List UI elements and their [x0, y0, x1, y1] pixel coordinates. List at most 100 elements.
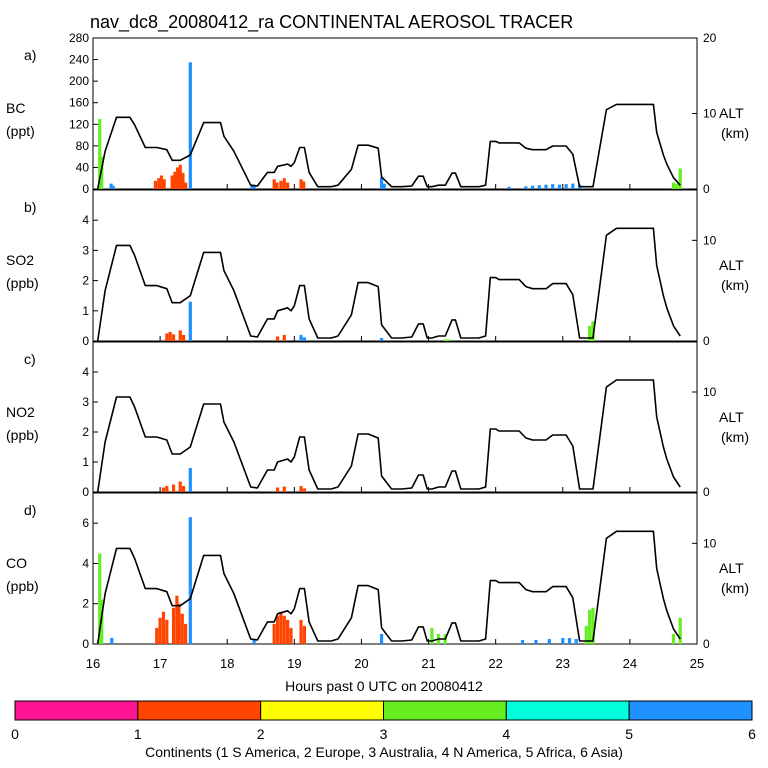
altitude-line — [96, 379, 681, 493]
colorbar-tick-label: 6 — [748, 726, 756, 742]
panel-no2: 0 1 2 3 4 0 10 c) NO2 (ppb) ALT (km) — [6, 341, 749, 499]
alt-tick-label: 10 — [703, 233, 717, 247]
tracer-bar — [564, 184, 568, 189]
y-tick-label: 3 — [82, 395, 89, 409]
y-tick-label: 120 — [69, 117, 89, 131]
alt-label: ALT — [719, 257, 744, 273]
panels: 0408012016020024028001020a)BC(ppt)ALT(km… — [6, 31, 749, 651]
alt-unit: (km) — [721, 125, 749, 141]
colorbar-label: Continents (1 S America, 2 Europe, 3 Aus… — [145, 744, 623, 760]
tracer-bar — [507, 186, 511, 189]
tracer-bar — [162, 179, 166, 189]
tracer-bar — [379, 337, 384, 341]
alt-tick-label: 10 — [703, 536, 717, 550]
colorbar-segment — [14, 700, 139, 721]
tracer-bar — [165, 333, 169, 341]
tracer-bar — [184, 182, 188, 189]
y-tick-label: 3 — [82, 243, 89, 257]
tracer-bar — [443, 339, 447, 341]
tracer-bar — [678, 617, 682, 644]
tracer-bar — [279, 180, 283, 189]
tracer-bar — [299, 179, 303, 189]
tracer-bar — [561, 637, 565, 644]
tracer-bar — [272, 623, 276, 644]
tracer-bar — [188, 62, 192, 190]
x-axis-label: Hours past 0 UTC on 20080412 — [285, 678, 483, 694]
tracer-bar — [534, 639, 538, 644]
tracer-bar — [382, 183, 386, 189]
tracer-bar — [530, 185, 535, 189]
tracer-bar — [155, 627, 159, 644]
colorbar-tick-label: 3 — [380, 726, 388, 742]
tracer-bar — [588, 609, 592, 644]
tracer-bar — [671, 633, 676, 644]
y-tick-label: 4 — [82, 213, 89, 227]
x-axis: 16 17 18 19 20 21 22 23 24 25 Hours past 0 UTC on… — [86, 656, 704, 694]
tracer-bar — [302, 181, 306, 189]
tracer-bar — [98, 553, 102, 644]
y-tick-label: 2 — [82, 425, 89, 439]
tracer-bar — [299, 486, 303, 492]
tracer-bar — [302, 337, 306, 341]
tracer-bar — [171, 334, 176, 341]
tracer-bar — [171, 607, 176, 644]
tracer-bar — [574, 638, 578, 644]
tracer-bar — [671, 182, 676, 189]
colorbar-segment — [628, 700, 753, 721]
alt-unit: (km) — [721, 580, 749, 596]
tracer-bar — [250, 185, 254, 189]
alt-tick-label: 10 — [703, 385, 717, 399]
alt-tick-label: 10 — [703, 107, 717, 121]
y-tick-label: 0 — [82, 637, 89, 651]
tracer-bar — [178, 164, 182, 189]
tracer-bar — [168, 331, 172, 341]
tracer-bar — [588, 325, 592, 341]
panel-variable: SO2 — [6, 252, 34, 268]
tracer-bar — [184, 623, 188, 644]
y-tick-label: 0 — [82, 485, 89, 499]
x-tick-label: 25 — [690, 656, 704, 671]
colorbar-tick-label: 4 — [502, 726, 510, 742]
tracer-bar — [547, 638, 551, 644]
tracer-bar — [571, 183, 575, 189]
tracer-bar — [275, 615, 280, 644]
colorbar-tick-label: 2 — [257, 726, 265, 742]
panel-co: 0 2 4 6 0 10 d) CO (ppb) ALT (km) — [6, 492, 749, 651]
tracer-bar — [544, 184, 548, 189]
panel-variable: CO — [6, 555, 27, 571]
tracer-bar — [161, 487, 166, 492]
plot-frame — [92, 492, 698, 645]
panel-letter: b) — [24, 199, 36, 215]
y-tick-label: 40 — [76, 160, 90, 174]
tracer-bar — [279, 611, 283, 644]
tracer-bar — [678, 168, 682, 189]
tracer-bar — [175, 595, 179, 644]
alt-unit: (km) — [721, 277, 749, 293]
tracer-bar — [379, 177, 384, 189]
tracer-bar — [282, 615, 286, 644]
y-tick-label: 1 — [82, 304, 89, 318]
tracer-bar — [591, 607, 595, 644]
tracer-bar — [170, 175, 174, 189]
colorbar-tick-label: 0 — [11, 726, 19, 742]
y-tick-label: 160 — [69, 96, 89, 110]
alt-tick-label: 0 — [703, 637, 710, 651]
tracer-bar — [175, 167, 180, 189]
tracer-bar — [157, 178, 161, 189]
tracer-bar — [447, 339, 451, 341]
colorbar-segment — [260, 700, 384, 721]
alt-label: ALT — [719, 560, 744, 576]
x-tick-label: 20 — [354, 656, 368, 671]
tracer-bar — [379, 633, 384, 644]
tracer-bar — [252, 639, 256, 644]
alt-unit: (km) — [721, 429, 749, 445]
tracer-bar — [159, 175, 164, 189]
tracer-bar — [275, 487, 280, 492]
tracer-bar — [299, 619, 303, 644]
panel-unit: (ppb) — [6, 578, 39, 594]
tracer-bar — [282, 486, 286, 492]
panel-letter: d) — [24, 502, 36, 518]
y-tick-label: 2 — [82, 597, 89, 611]
chart-title: nav_dc8_20080412_ra CONTINENTAL AEROSOL … — [90, 12, 573, 33]
tracer-bar — [177, 603, 181, 644]
